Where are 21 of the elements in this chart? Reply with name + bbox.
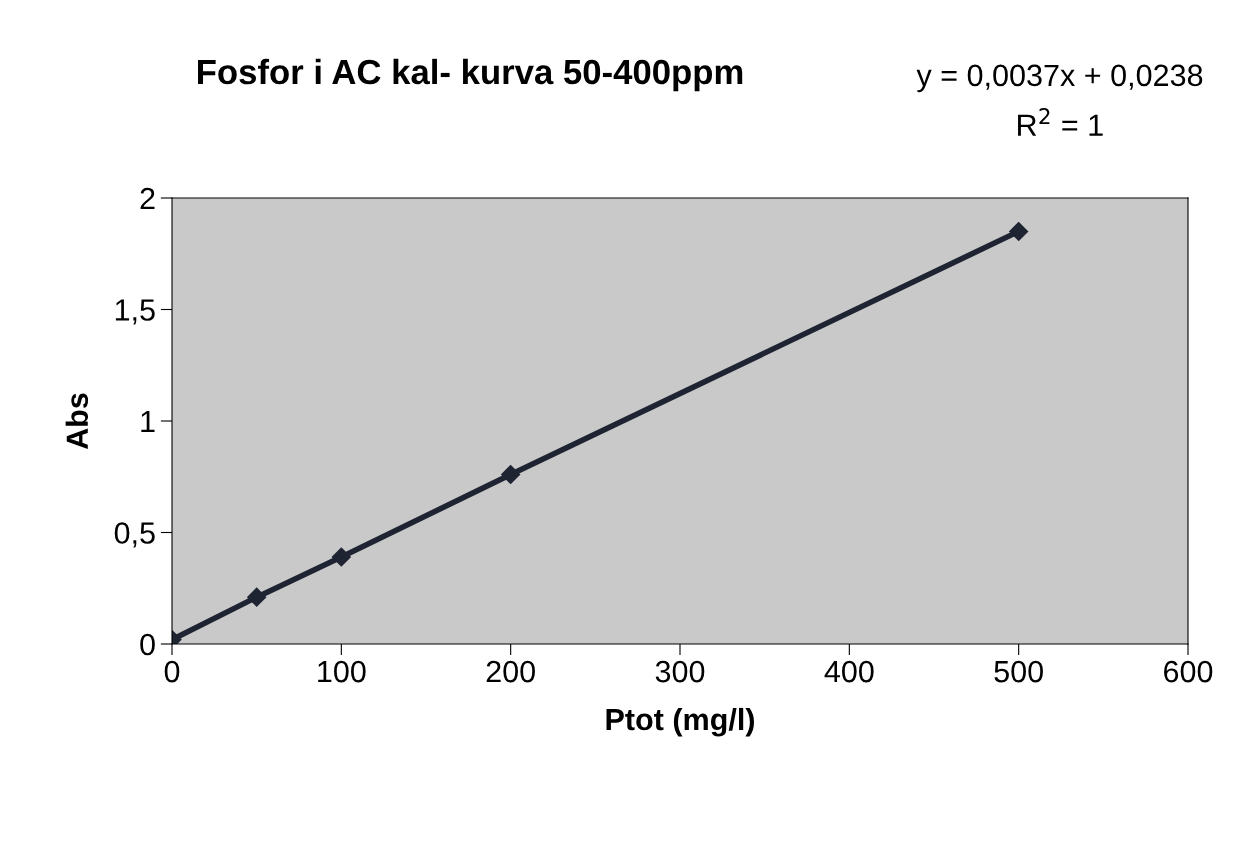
point [331, 547, 351, 567]
chart-title: Fosfor i AC kal- kurva 50-400ppm [198, 58, 743, 92]
point [247, 587, 267, 607]
x-tick-label: 300 [655, 660, 705, 683]
y-tick-label: 2 [140, 187, 155, 210]
x-tick-label: 500 [994, 660, 1043, 683]
x-axis-title: Ptot (mg/l) [606, 707, 755, 737]
text: R$^{2}$ = 1 [1018, 108, 1103, 136]
y-tick-label: 0,5 [114, 522, 155, 548]
x-tick-label: 600 [1164, 660, 1213, 683]
point [1009, 221, 1029, 241]
x-tick-label: 100 [318, 660, 366, 683]
point [501, 464, 521, 485]
y-axis-title: Abs [65, 393, 89, 450]
y-tick-label: 0 [140, 633, 155, 656]
text: y = 0,0037x + 0,0238 [916, 64, 1203, 93]
y-tick-label: 1 [141, 411, 155, 433]
x-tick-label: 400 [824, 660, 874, 683]
x-tick-label: 0 [164, 660, 180, 683]
x-tick-label: 200 [486, 660, 535, 683]
y-tick-label: 1,5 [115, 299, 155, 325]
